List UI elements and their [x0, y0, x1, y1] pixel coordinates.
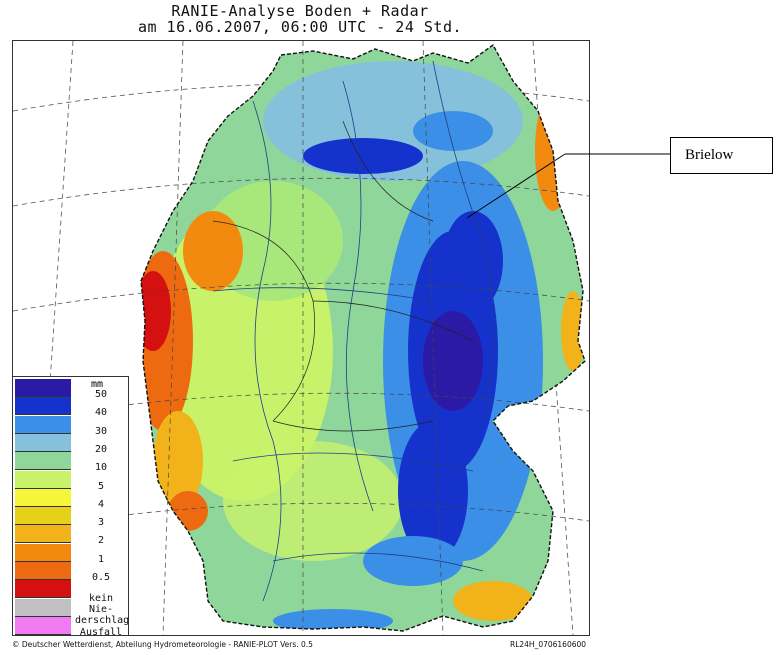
legend-swatch: [15, 452, 71, 471]
legend-row: Ausfall: [15, 616, 125, 638]
legend-row: 1: [15, 543, 125, 565]
country-border: [140, 43, 586, 632]
legend-label: kein Nie-derschlag: [75, 592, 130, 626]
legend-row: 4: [15, 488, 125, 510]
copyright-footer: © Deutscher Wetterdienst, Abteilung Hydr…: [12, 640, 313, 649]
legend-row: 0.5: [15, 562, 125, 583]
legend-swatch: [15, 562, 71, 580]
legend-swatch: [15, 543, 71, 562]
legend-swatch: [15, 397, 71, 416]
legend-row: kein Nie-derschlag: [15, 593, 129, 626]
legend-unit: mm: [91, 379, 104, 390]
legend-label: 50: [94, 389, 108, 400]
legend-swatch: [15, 470, 71, 489]
precipitation-legend: mm 50 40 30 20 10 5 4 3 2 1 0.5 kein Nie-derschlag A…: [12, 376, 129, 638]
legend-label: 0.5: [91, 572, 111, 583]
legend-swatch: [15, 415, 71, 434]
legend-row: 5: [15, 470, 125, 492]
legend-swatch: [15, 616, 71, 635]
legend-label: 2: [97, 535, 105, 547]
legend-row: [15, 580, 125, 599]
legend-label: 10: [94, 462, 108, 474]
precipitation-field: [141, 45, 585, 631]
legend-row: 10: [15, 452, 125, 474]
location-callout: Brielow: [670, 137, 773, 174]
legend-label: 20: [94, 443, 108, 455]
legend-row: 2: [15, 525, 125, 547]
legend-row: 20: [15, 433, 125, 455]
legend-row: 30: [15, 415, 125, 437]
legend-swatch: [15, 525, 71, 544]
legend-row: 40: [15, 397, 125, 419]
precipitation-map: [12, 40, 590, 636]
legend-label: 30: [94, 425, 108, 437]
legend-label: 1: [97, 553, 105, 565]
legend-swatch: [15, 433, 71, 452]
legend-label: 4: [97, 498, 105, 510]
legend-label: 40: [94, 407, 108, 419]
product-code: RL24H_0706160600: [510, 640, 587, 649]
callout-label: Brielow: [685, 147, 734, 163]
legend-label: Ausfall: [79, 626, 123, 638]
legend-row: 50: [15, 379, 125, 400]
map-subtitle: am 16.06.2007, 06:00 UTC - 24 Std.: [137, 18, 463, 36]
legend-row: 3: [15, 507, 125, 529]
legend-swatch: [15, 379, 71, 397]
legend-swatch: [15, 507, 71, 526]
legend-label: 5: [97, 480, 105, 492]
legend-label: 3: [97, 517, 105, 529]
legend-swatch: [15, 488, 71, 507]
legend-swatch: [15, 580, 71, 599]
legend-swatch: [15, 598, 71, 617]
map-title: RANIE-Analyse Boden + Radar: [171, 2, 429, 20]
